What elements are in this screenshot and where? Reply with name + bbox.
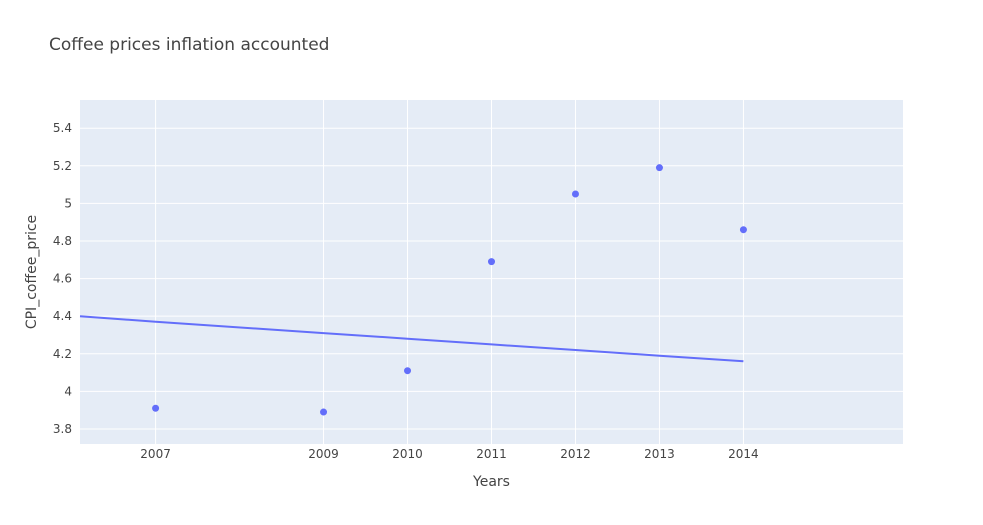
y-tick-label: 4 (64, 384, 72, 398)
y-tick-label: 5.2 (53, 159, 72, 173)
data-point (488, 258, 495, 266)
y-axis-title: CPI_coffee_price (24, 215, 40, 329)
x-tick-label: 2014 (728, 447, 759, 461)
y-tick-label: 4.2 (53, 347, 72, 361)
x-tick-label: 2010 (392, 447, 423, 461)
data-point (571, 190, 579, 198)
x-tick-label: 2011 (476, 447, 507, 461)
y-tick-label: 4.6 (53, 272, 72, 286)
data-point (655, 164, 663, 172)
x-tick-label: 2013 (644, 447, 675, 461)
y-tick-label: 3.8 (53, 422, 72, 436)
y-tick-label: 4.8 (53, 234, 72, 248)
trend-line (79, 315, 744, 363)
x-tick-label: 2012 (560, 447, 591, 461)
data-point (404, 367, 412, 375)
y-tick-label: 4.4 (53, 309, 72, 323)
y-tick-labels: 3.8 4 4.2 4.4 4.6 4.8 5 5.2 5.4 (53, 121, 72, 436)
grid (80, 100, 903, 444)
x-tick-label: 2007 (140, 447, 171, 461)
x-tick-labels: 2007 2009 2010 2011 2012 2013 2014 (140, 447, 758, 461)
data-point (320, 408, 328, 416)
y-tick-label: 5 (64, 196, 72, 210)
data-point (152, 404, 160, 412)
data-point (739, 226, 747, 234)
y-tick-label: 5.4 (53, 121, 72, 135)
x-axis-title: Years (472, 474, 510, 490)
chart-title: Coffee prices inflation accounted (49, 35, 329, 55)
line-series (79, 315, 744, 363)
marker-series (152, 164, 747, 416)
x-tick-label: 2009 (308, 447, 339, 461)
